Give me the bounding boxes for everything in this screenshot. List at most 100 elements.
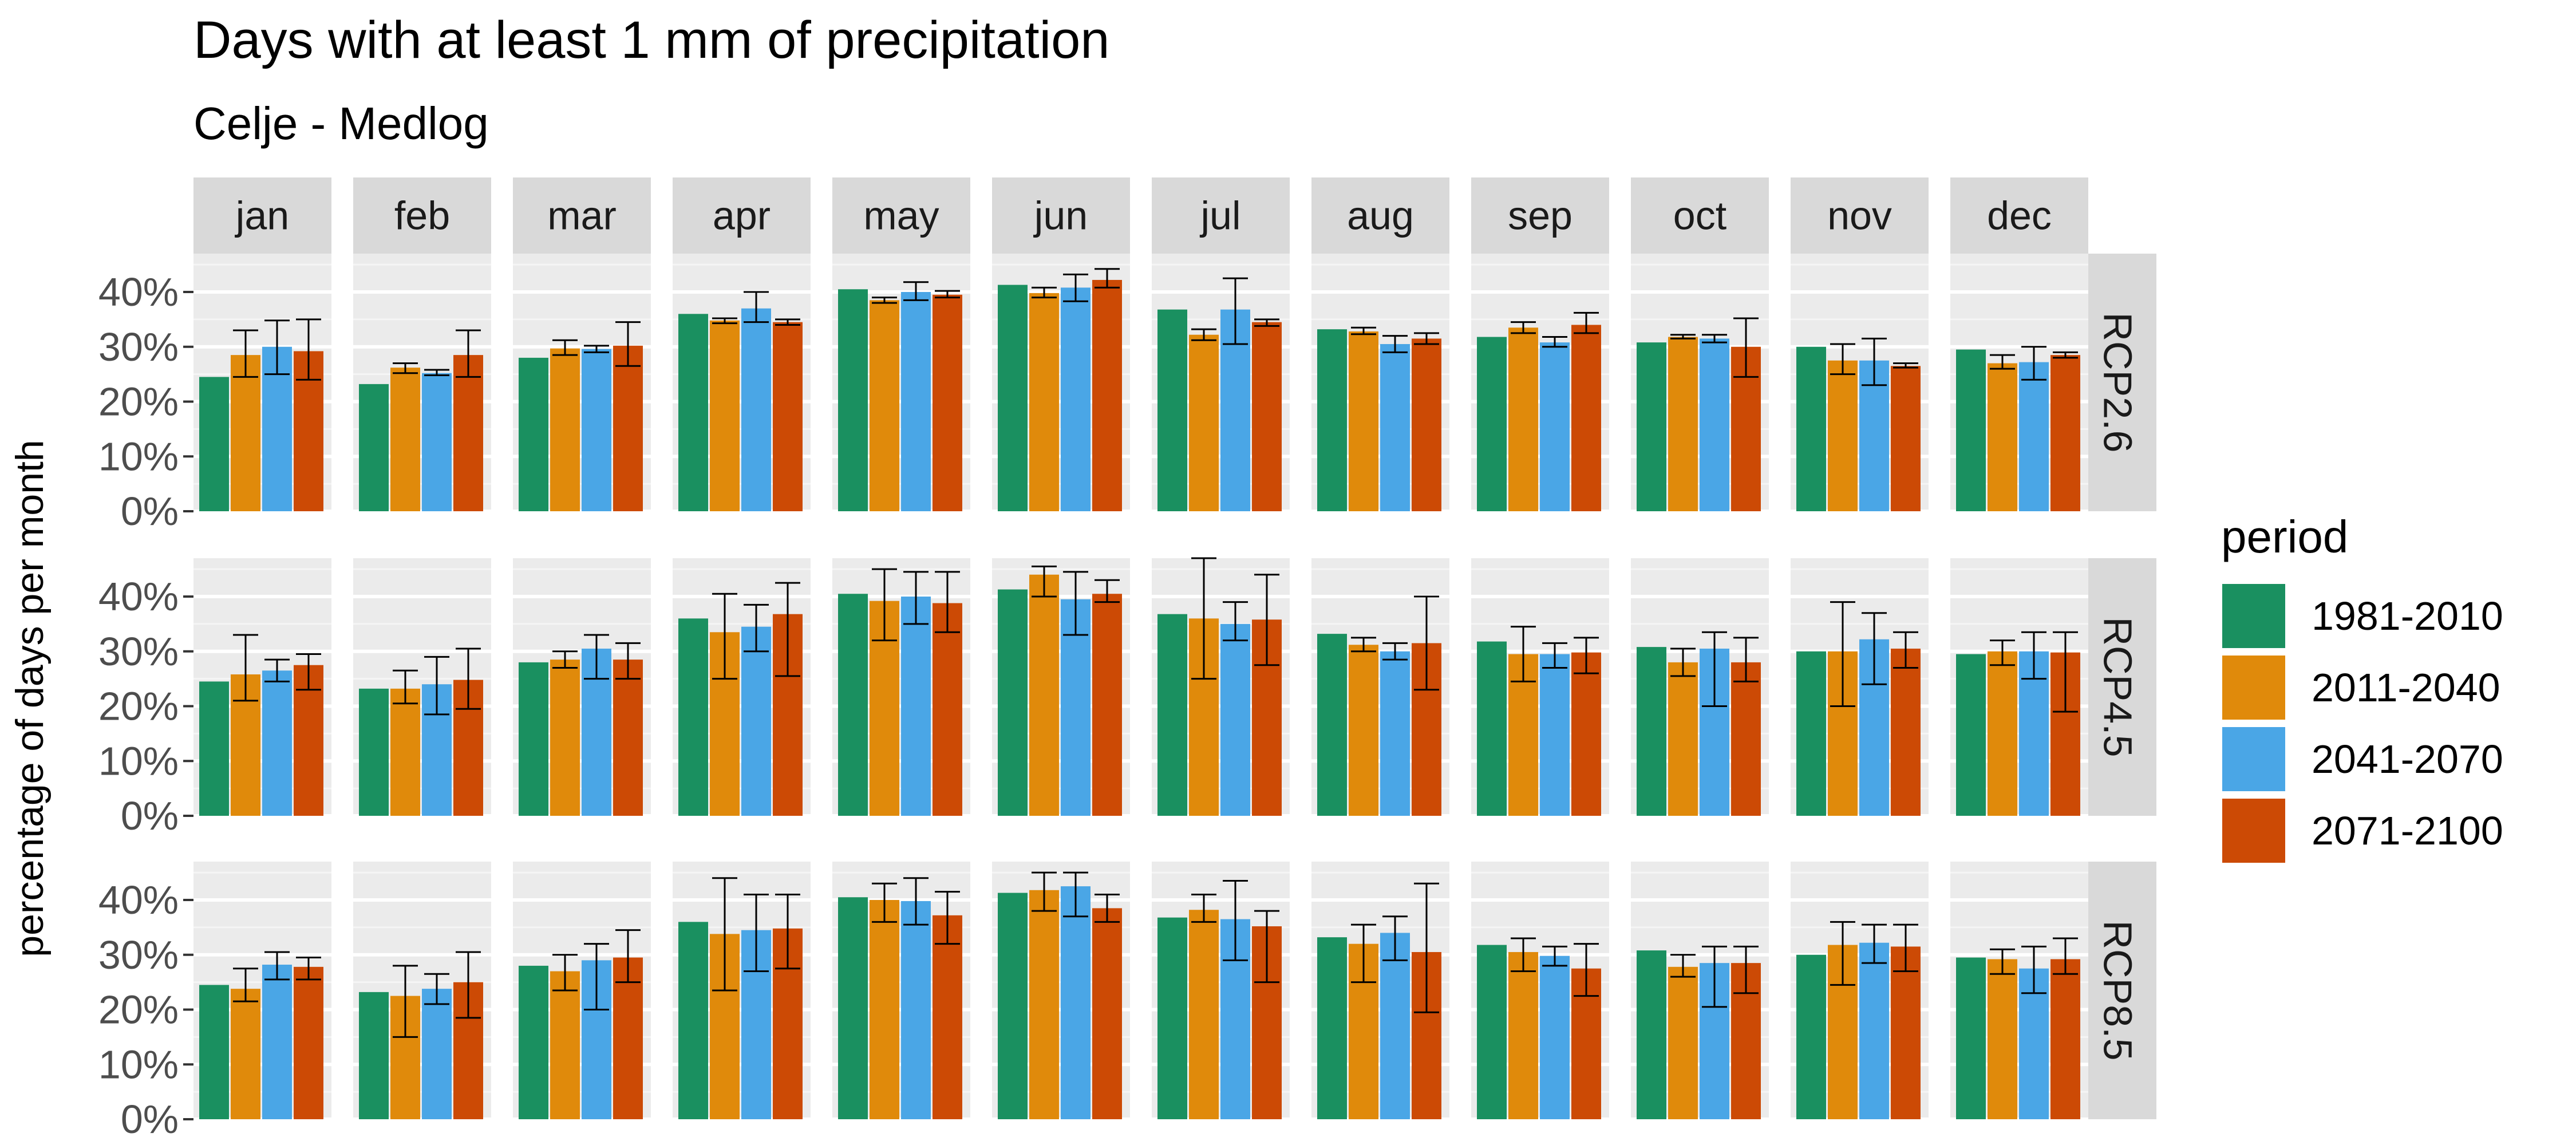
bar-RCP2.6-feb-2041-2070 <box>422 373 452 511</box>
facet-strip-label-jul: jul <box>1199 194 1240 238</box>
bar-RCP4.5-jul-1981-2010 <box>1157 614 1187 816</box>
chart-title: Days with at least 1 mm of precipitation <box>193 11 1110 69</box>
bar-RCP8.5-feb-2041-2070 <box>422 989 452 1119</box>
bar-RCP4.5-oct-1981-2010 <box>1637 647 1666 816</box>
bar-RCP8.5-may-2041-2070 <box>901 901 931 1119</box>
bar-RCP2.6-may-2011-2040 <box>870 300 899 511</box>
y-tick-label: 10% <box>98 1042 179 1087</box>
bar-RCP8.5-nov-1981-2010 <box>1796 954 1826 1119</box>
bar-RCP4.5-aug-2041-2070 <box>1380 651 1410 816</box>
bar-RCP8.5-jun-2071-2100 <box>1092 908 1122 1119</box>
bar-RCP4.5-may-1981-2010 <box>838 594 868 816</box>
bar-RCP2.6-mar-2041-2070 <box>582 349 611 511</box>
bar-RCP4.5-mar-2071-2100 <box>613 660 643 816</box>
bar-RCP2.6-jun-2041-2070 <box>1061 287 1091 511</box>
bar-RCP2.6-apr-1981-2010 <box>678 314 708 511</box>
facet-row-strip-RCP8.5 <box>2079 862 2156 1119</box>
facet-row-label-RCP4.5: RCP4.5 <box>2096 617 2140 757</box>
bar-RCP2.6-jul-2011-2040 <box>1189 334 1219 511</box>
y-axis-label: percentage of days per month <box>8 440 52 957</box>
legend-label-1981-2010: 1981-2010 <box>2312 594 2503 638</box>
facet-strip-label-feb: feb <box>394 194 450 238</box>
legend-key-2041-2070 <box>2220 725 2287 793</box>
bar-RCP4.5-oct-2071-2100 <box>1731 662 1761 816</box>
bar-RCP4.5-feb-2011-2040 <box>390 688 420 816</box>
bar-RCP8.5-dec-1981-2010 <box>1956 957 1986 1119</box>
bar-RCP2.6-feb-2071-2100 <box>453 355 483 511</box>
facet-strip-aug <box>1311 177 1449 254</box>
facet-strip-sep <box>1471 177 1609 254</box>
bar-RCP4.5-aug-2011-2040 <box>1349 645 1378 816</box>
y-tick-label: 30% <box>98 325 179 369</box>
bar-RCP2.6-may-2041-2070 <box>901 292 931 511</box>
facet-strip-label-dec: dec <box>1987 194 2052 238</box>
facet-row-label-RCP2.6: RCP2.6 <box>2096 312 2140 452</box>
legend-label-2071-2100: 2071-2100 <box>2312 808 2503 853</box>
bar-RCP4.5-feb-1981-2010 <box>359 688 389 816</box>
bar-RCP4.5-jun-2071-2100 <box>1092 594 1122 816</box>
bar-RCP2.6-dec-2041-2070 <box>2019 362 2049 511</box>
bar-RCP8.5-jan-2071-2100 <box>294 966 323 1119</box>
facet-strip-label-may: may <box>863 194 939 238</box>
facet-strip-label-apr: apr <box>713 194 771 238</box>
bar-RCP4.5-mar-2011-2040 <box>550 660 580 816</box>
bar-RCP4.5-apr-2041-2070 <box>741 626 771 816</box>
bar-RCP4.5-sep-2041-2070 <box>1540 654 1570 816</box>
bar-RCP2.6-mar-2071-2100 <box>613 345 643 511</box>
bar-RCP2.6-nov-2071-2100 <box>1891 366 1921 511</box>
bar-RCP8.5-sep-2011-2040 <box>1508 951 1538 1119</box>
y-tick-label: 10% <box>98 739 179 783</box>
bar-RCP2.6-nov-2011-2040 <box>1828 360 1858 511</box>
bar-RCP2.6-sep-2011-2040 <box>1508 327 1538 511</box>
bar-RCP8.5-nov-2041-2070 <box>1859 942 1889 1119</box>
bar-RCP2.6-jan-2011-2040 <box>231 355 260 511</box>
bar-RCP4.5-jun-1981-2010 <box>998 589 1028 816</box>
bar-RCP8.5-jul-2011-2040 <box>1189 910 1219 1119</box>
bar-RCP2.6-jul-1981-2010 <box>1157 309 1187 511</box>
bar-RCP2.6-feb-2011-2040 <box>390 368 420 511</box>
facet-row-label-RCP8.5: RCP8.5 <box>2096 920 2140 1060</box>
bar-RCP8.5-may-2071-2100 <box>933 915 962 1119</box>
y-tick-label: 0% <box>121 793 179 838</box>
bar-RCP8.5-oct-1981-2010 <box>1637 950 1666 1119</box>
facet-strip-jul <box>1152 177 1290 254</box>
bar-RCP8.5-mar-1981-2010 <box>519 965 548 1119</box>
bar-RCP8.5-aug-1981-2010 <box>1317 937 1347 1119</box>
bar-RCP2.6-sep-2041-2070 <box>1540 342 1570 511</box>
bar-RCP4.5-may-2041-2070 <box>901 597 931 816</box>
bar-RCP2.6-jun-2011-2040 <box>1029 293 1059 511</box>
bar-RCP8.5-jun-2011-2040 <box>1029 890 1059 1119</box>
bar-RCP8.5-dec-2011-2040 <box>1988 959 2017 1119</box>
bar-RCP2.6-sep-1981-2010 <box>1477 337 1507 511</box>
bar-RCP2.6-apr-2071-2100 <box>773 322 803 511</box>
bar-RCP2.6-aug-2011-2040 <box>1349 331 1378 511</box>
facet-strip-label-nov: nov <box>1827 194 1892 238</box>
y-tick-label: 40% <box>98 878 179 922</box>
facet-row-strip-RCP2.6 <box>2079 254 2156 511</box>
bar-RCP2.6-oct-1981-2010 <box>1637 342 1666 511</box>
facet-strip-label-oct: oct <box>1673 194 1726 238</box>
bar-RCP8.5-jan-2041-2070 <box>262 965 292 1119</box>
chart-subtitle: Celje - Medlog <box>193 98 489 149</box>
legend-key-1981-2010 <box>2220 582 2287 650</box>
facet-strip-label-aug: aug <box>1347 194 1414 238</box>
legend-label-2011-2040: 2011-2040 <box>2312 665 2500 710</box>
bar-RCP8.5-jan-2011-2040 <box>231 989 260 1119</box>
bar-RCP8.5-dec-2071-2100 <box>2050 959 2080 1119</box>
bar-RCP2.6-sep-2071-2100 <box>1571 325 1601 511</box>
bar-RCP8.5-may-1981-2010 <box>838 897 868 1119</box>
bar-RCP4.5-sep-2071-2100 <box>1571 652 1601 816</box>
y-tick-label: 30% <box>98 933 179 977</box>
bar-RCP4.5-nov-1981-2010 <box>1796 651 1826 816</box>
y-tick-label: 20% <box>98 380 179 424</box>
bar-RCP2.6-dec-2011-2040 <box>1988 363 2017 511</box>
bar-RCP2.6-jan-1981-2010 <box>199 377 229 511</box>
bar-RCP2.6-may-2071-2100 <box>933 294 962 511</box>
bar-RCP2.6-apr-2011-2040 <box>710 320 740 511</box>
bar-RCP2.6-oct-2041-2070 <box>1700 338 1729 511</box>
facet-strip-label-jan: jan <box>235 194 289 238</box>
bar-RCP2.6-aug-1981-2010 <box>1317 329 1347 511</box>
bar-RCP4.5-jan-2041-2070 <box>262 670 292 816</box>
bar-RCP4.5-oct-2011-2040 <box>1668 662 1698 816</box>
